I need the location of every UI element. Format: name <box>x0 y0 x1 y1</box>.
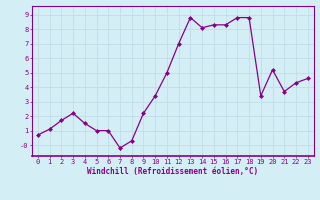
X-axis label: Windchill (Refroidissement éolien,°C): Windchill (Refroidissement éolien,°C) <box>87 167 258 176</box>
